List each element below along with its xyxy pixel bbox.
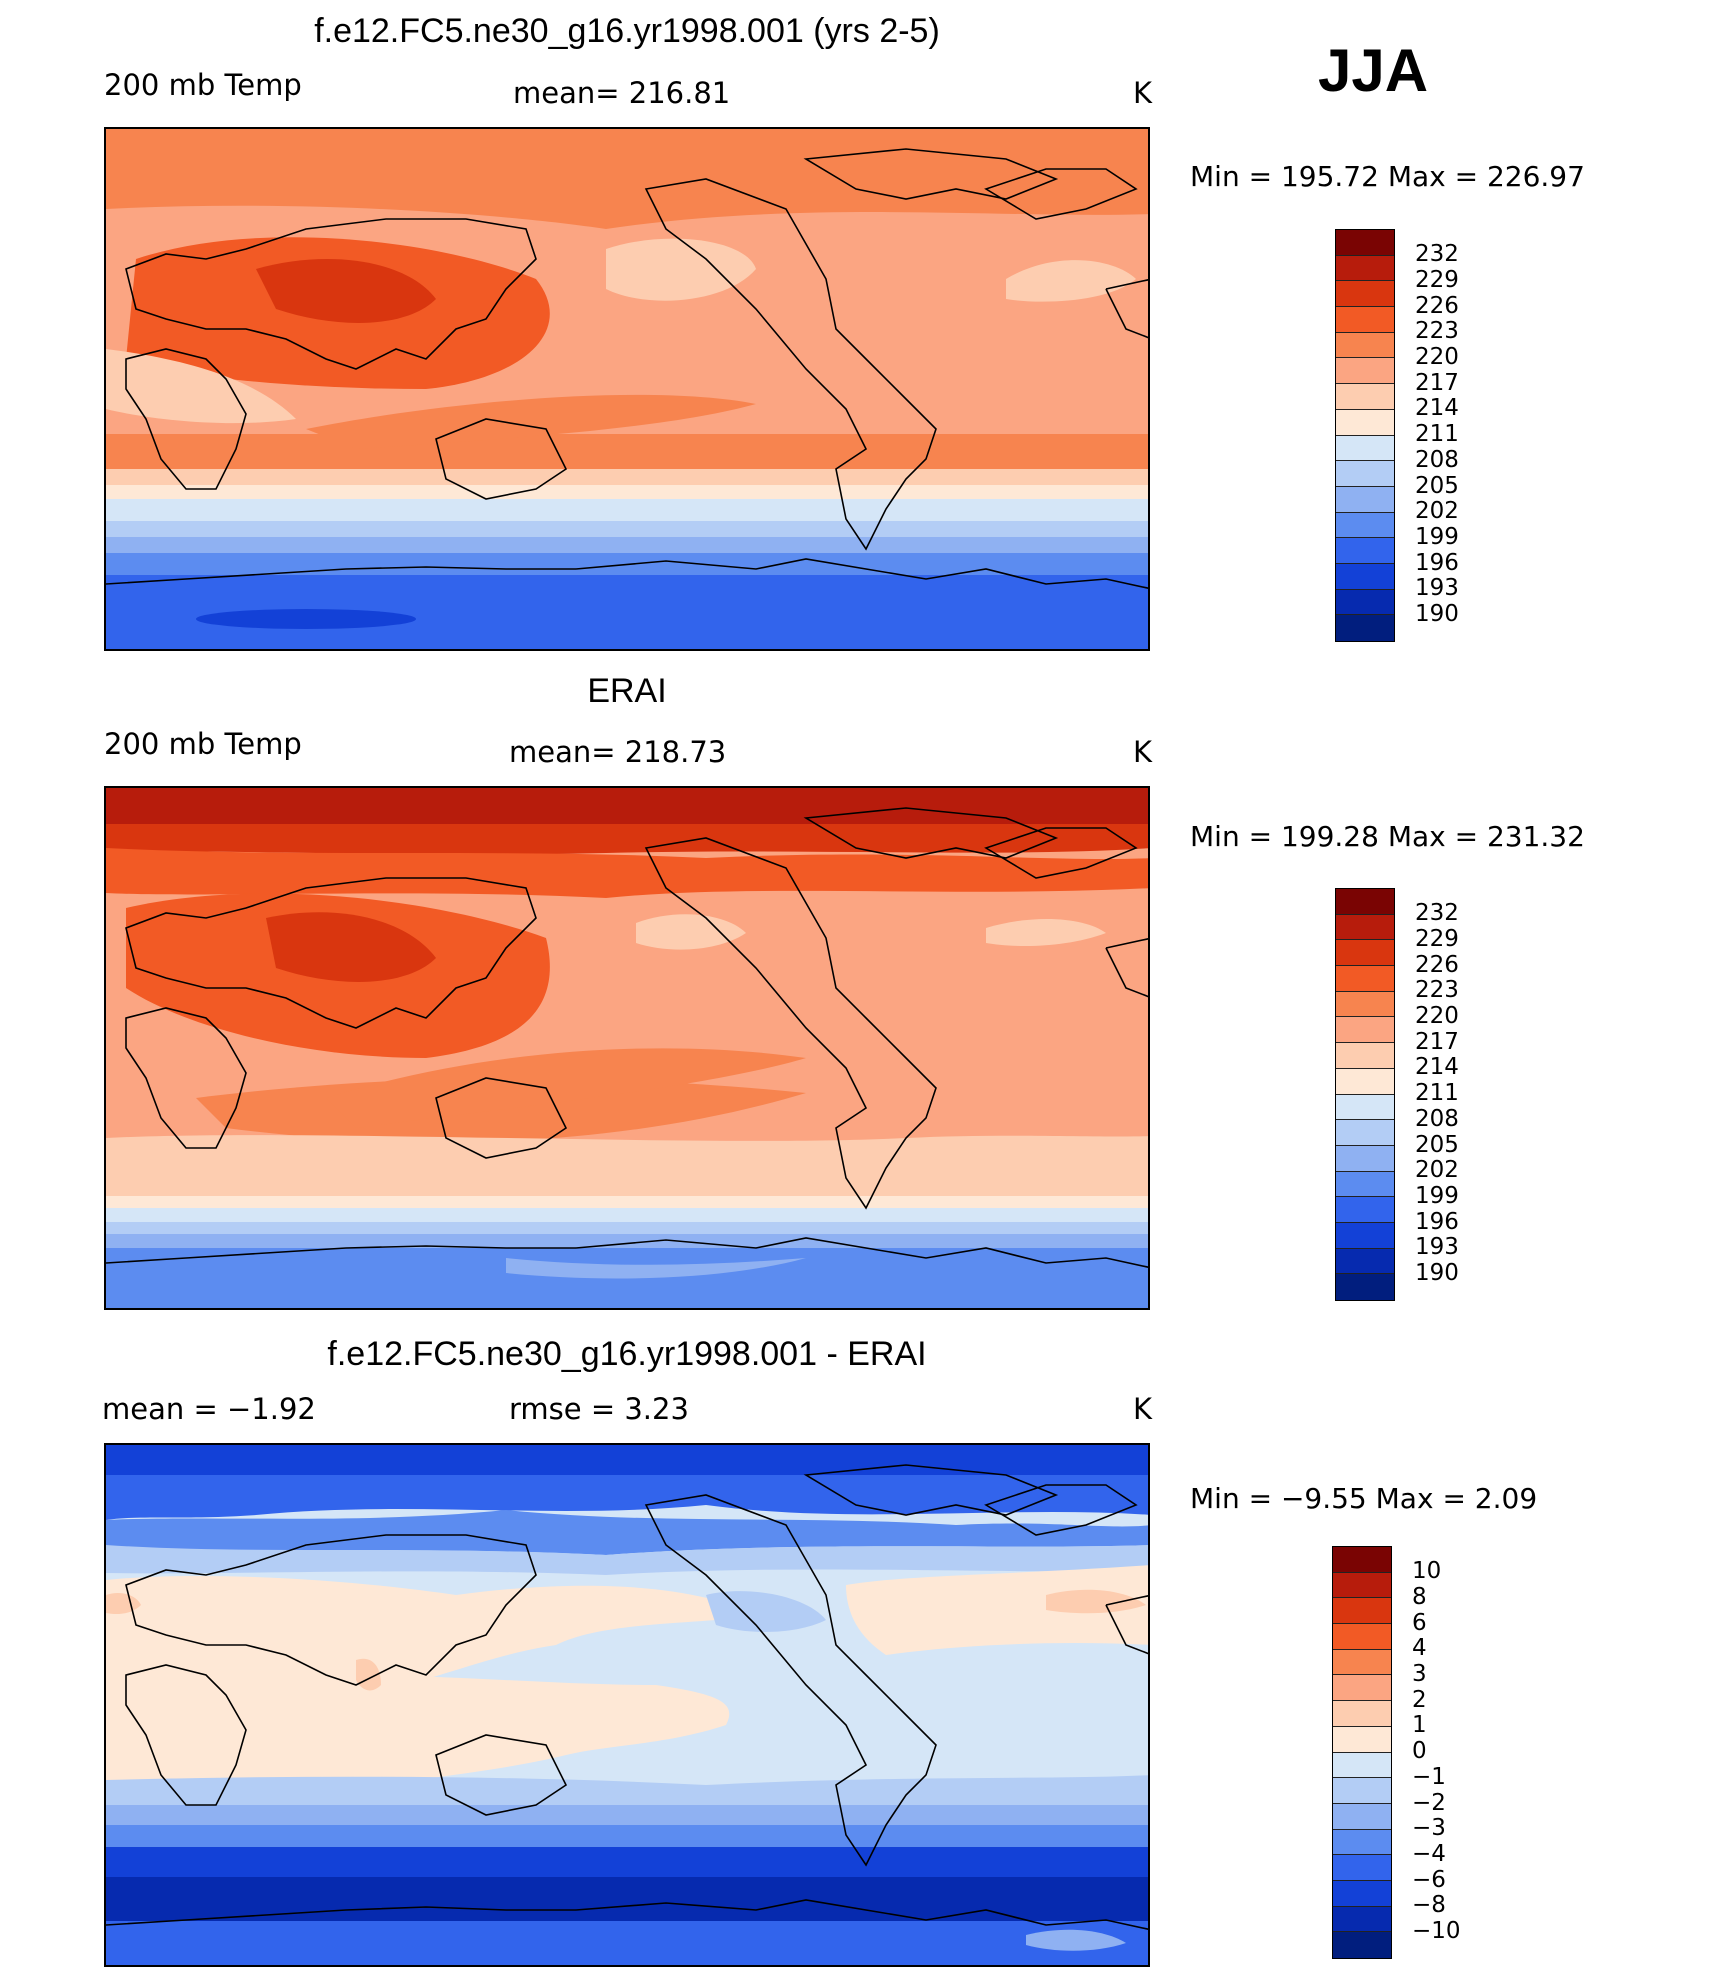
colorbar-tick: 0 <box>1412 1738 1427 1764</box>
colorbar-tick: 3 <box>1412 1661 1427 1687</box>
panel2-colorbar-swatches <box>1335 888 1395 1301</box>
panel1-colorbar-swatches <box>1335 229 1395 642</box>
panel1-min-max: Min = 195.72 Max = 226.97 <box>1190 160 1585 193</box>
colorbar-tick: 205 <box>1415 473 1459 499</box>
panel3-title: f.e12.FC5.ne30_g16.yr1998.001 - ERAI <box>327 1335 927 1373</box>
colorbar-tick: −4 <box>1412 1841 1446 1867</box>
colorbar-tick: −1 <box>1412 1764 1446 1790</box>
panel1-map-svg <box>106 129 1148 649</box>
panel3-colorbar-swatches <box>1332 1546 1392 1959</box>
colorbar-tick: 217 <box>1415 1029 1459 1055</box>
colorbar-tick: 10 <box>1412 1558 1442 1584</box>
panel2-mean-label: mean= 218.73 <box>509 735 727 769</box>
colorbar-tick: 211 <box>1415 421 1459 447</box>
colorbar-tick: 205 <box>1415 1132 1459 1158</box>
panel1-mean-label: mean= 216.81 <box>513 76 731 110</box>
panel2-min-max: Min = 199.28 Max = 231.32 <box>1190 820 1585 853</box>
colorbar-tick: 190 <box>1415 601 1459 627</box>
colorbar-tick: 193 <box>1415 1234 1459 1260</box>
panel2-units: K <box>1133 735 1153 769</box>
colorbar-tick: 229 <box>1415 267 1459 293</box>
colorbar-tick: 196 <box>1415 1209 1459 1235</box>
colorbar-tick: −6 <box>1412 1867 1446 1893</box>
colorbar-tick: 229 <box>1415 926 1459 952</box>
colorbar-tick: 193 <box>1415 575 1459 601</box>
panel1-variable-label: 200 mb Temp <box>104 68 302 102</box>
panel3-map <box>104 1443 1150 1967</box>
panel3-mean-label: mean = −1.92 <box>102 1392 316 1426</box>
colorbar-tick: 220 <box>1415 1003 1459 1029</box>
colorbar-tick: 217 <box>1415 370 1459 396</box>
colorbar-tick: 199 <box>1415 524 1459 550</box>
colorbar-tick: 223 <box>1415 977 1459 1003</box>
colorbar-tick: −3 <box>1412 1815 1446 1841</box>
colorbar-tick: 220 <box>1415 344 1459 370</box>
panel1-map <box>104 127 1150 651</box>
colorbar-tick: −2 <box>1412 1790 1446 1816</box>
colorbar-tick: 232 <box>1415 241 1459 267</box>
panel3-map-svg <box>106 1445 1148 1965</box>
colorbar-tick: 208 <box>1415 447 1459 473</box>
colorbar-tick: 208 <box>1415 1106 1459 1132</box>
colorbar-tick: 202 <box>1415 1157 1459 1183</box>
colorbar-tick: 2 <box>1412 1687 1427 1713</box>
panel3-min-max: Min = −9.55 Max = 2.09 <box>1190 1482 1538 1515</box>
colorbar-tick: 8 <box>1412 1584 1427 1610</box>
panel2-map <box>104 786 1150 1310</box>
panel2-title: ERAI <box>587 672 667 710</box>
colorbar-tick: 202 <box>1415 498 1459 524</box>
colorbar-tick: 196 <box>1415 550 1459 576</box>
panel3-units: K <box>1133 1392 1153 1426</box>
colorbar-tick: 232 <box>1415 900 1459 926</box>
colorbar-tick: 4 <box>1412 1635 1427 1661</box>
colorbar-tick: 6 <box>1412 1610 1427 1636</box>
colorbar-tick: 226 <box>1415 293 1459 319</box>
panel2-variable-label: 200 mb Temp <box>104 727 302 761</box>
colorbar-tick: −8 <box>1412 1892 1446 1918</box>
colorbar-tick: 211 <box>1415 1080 1459 1106</box>
season-label: JJA <box>1318 37 1429 104</box>
panel1-title: f.e12.FC5.ne30_g16.yr1998.001 (yrs 2-5) <box>314 12 940 50</box>
colorbar-tick: 226 <box>1415 952 1459 978</box>
colorbar-tick: 214 <box>1415 1054 1459 1080</box>
colorbar-tick: −10 <box>1412 1918 1461 1944</box>
panel3-rmse-label: rmse = 3.23 <box>509 1392 689 1426</box>
colorbar-tick: 223 <box>1415 318 1459 344</box>
panel2-map-svg <box>106 788 1148 1308</box>
panel1-units: K <box>1133 76 1153 110</box>
colorbar-tick: 199 <box>1415 1183 1459 1209</box>
colorbar-tick: 1 <box>1412 1712 1427 1738</box>
colorbar-tick: 214 <box>1415 395 1459 421</box>
colorbar-tick: 190 <box>1415 1260 1459 1286</box>
